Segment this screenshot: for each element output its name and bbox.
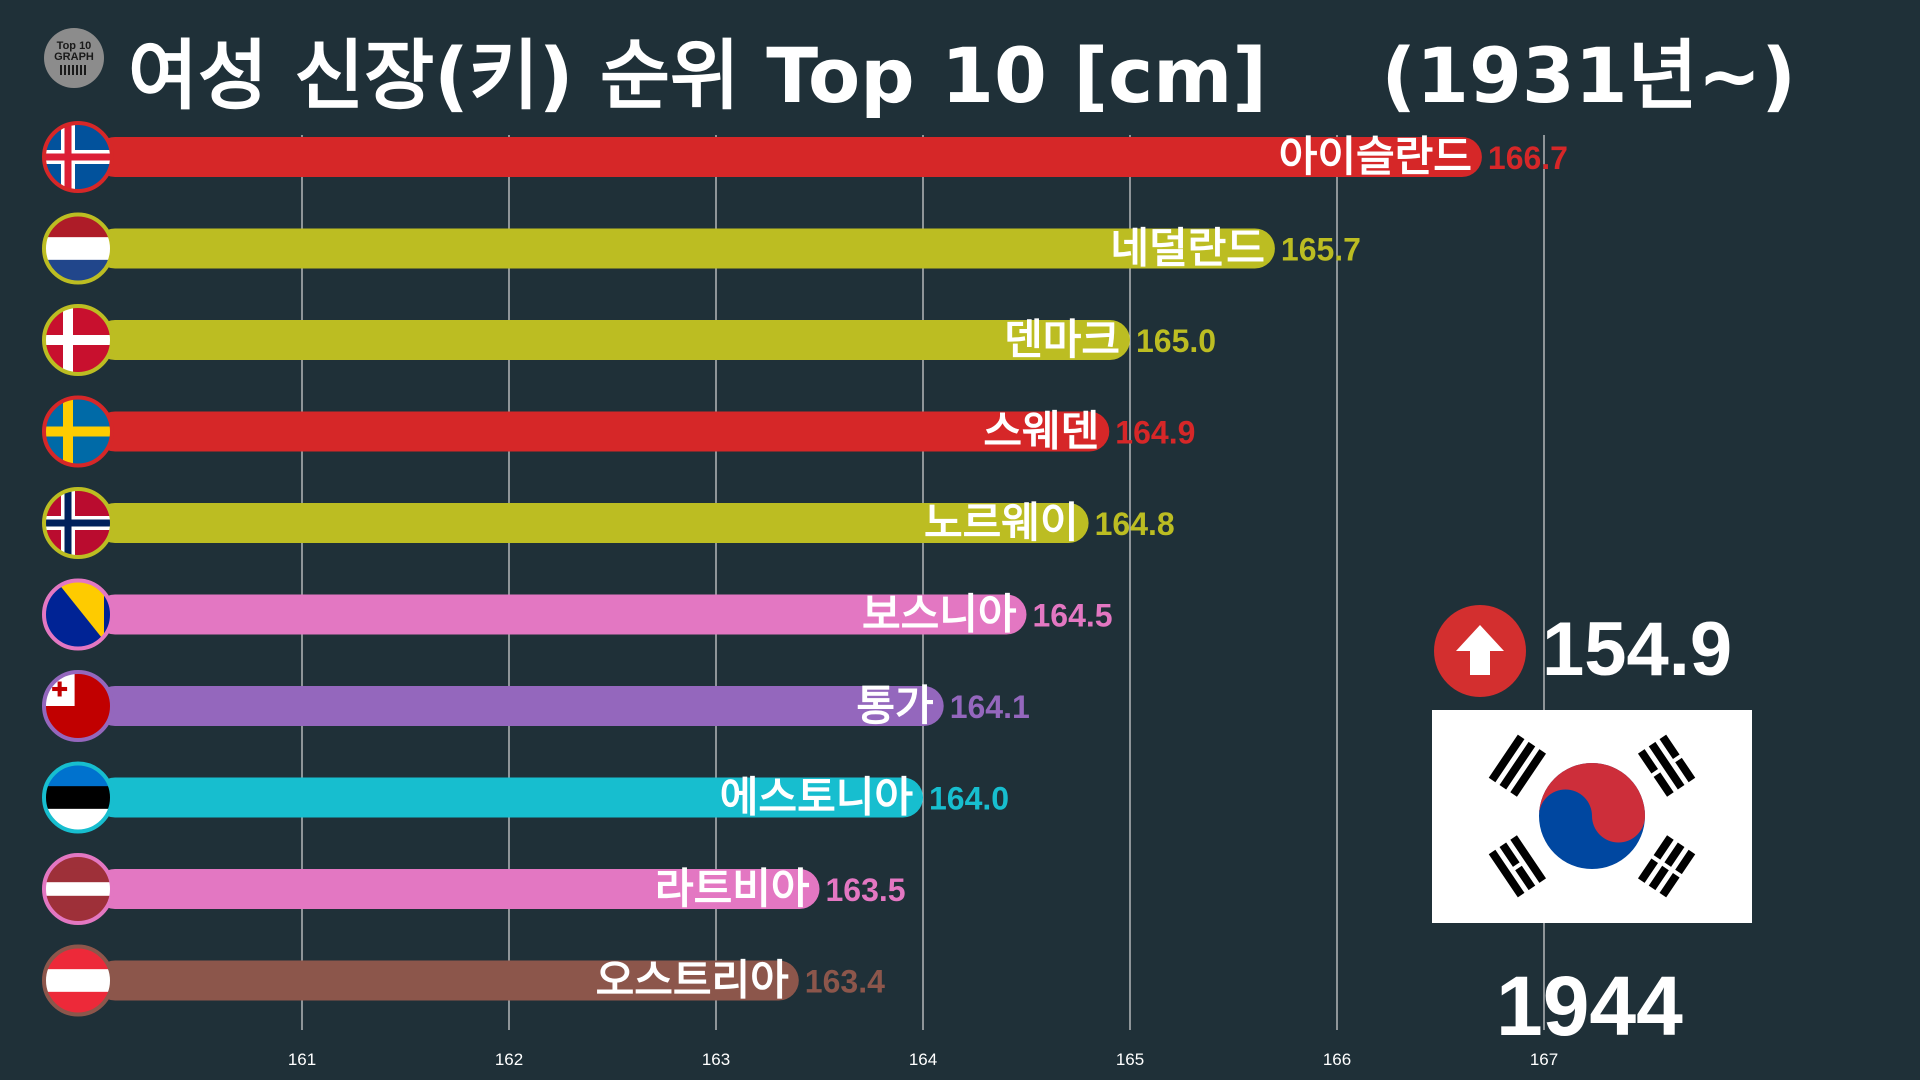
bar-category-label: 노르웨이 (924, 498, 1079, 547)
bar (95, 503, 1089, 543)
x-tick-label: 163 (702, 1050, 730, 1069)
x-tick-label: 162 (495, 1050, 523, 1069)
x-tick-label: 166 (1323, 1050, 1351, 1069)
logo-bars-icon (60, 65, 88, 75)
bar-value-label: 166.7 (1488, 140, 1568, 176)
x-tick-label: 161 (288, 1050, 316, 1069)
bar-value-label: 163.5 (826, 872, 906, 908)
bar-value-label: 164.1 (950, 689, 1030, 725)
bar-value-label: 163.4 (805, 964, 885, 1000)
logo-line1: Top 10 (56, 40, 92, 52)
bar-category-label: 통가 (856, 681, 933, 730)
bar-category-label: 에스토니아 (720, 773, 914, 822)
bar (95, 411, 1110, 452)
bar-value-label: 164.5 (1033, 598, 1113, 634)
x-tick-label: 167 (1530, 1050, 1558, 1069)
flag-ring (42, 487, 114, 559)
flag-ring (42, 304, 114, 376)
bar-value-label: 165.0 (1136, 323, 1216, 359)
bar-category-label: 보스니아 (862, 590, 1017, 639)
x-tick-label: 165 (1116, 1050, 1144, 1069)
x-tick-label: 164 (909, 1050, 937, 1069)
bar (95, 686, 944, 726)
arrow-up-icon (1434, 605, 1526, 697)
bar-category-label: 덴마크 (1004, 315, 1120, 364)
flag-ring (42, 670, 114, 742)
bar (95, 137, 1482, 177)
bar (95, 869, 820, 909)
flag-ring (42, 212, 114, 285)
bar-category-label: 네덜란드 (1110, 224, 1265, 273)
bar (95, 320, 1130, 360)
bar-category-label: 라트비아 (655, 864, 810, 913)
bar-value-label: 164.0 (929, 781, 1009, 817)
logo-line2: GRAPH (54, 51, 94, 63)
chart-title: 여성 신장(키) 순위 Top 10 [cm] (128, 31, 1268, 120)
flag-ring (42, 944, 114, 1017)
bar (95, 594, 1027, 635)
bar (95, 960, 799, 1001)
chart-period: (1931년~) (1381, 31, 1796, 120)
bar-value-label: 164.9 (1115, 415, 1195, 451)
channel-logo: Top 10 GRAPH (44, 28, 104, 88)
bar (95, 777, 923, 818)
flag-ring (42, 121, 114, 193)
bar-category-label: 아이슬란드 (1279, 132, 1472, 181)
flag-ring (42, 578, 114, 651)
flag-ring (42, 395, 114, 468)
bar (95, 228, 1275, 269)
bar-category-label: 스웨덴 (983, 407, 1099, 456)
current-value: 154.9 (1542, 607, 1733, 692)
south-korea-flag (1432, 710, 1752, 923)
current-year: 1944 (1496, 959, 1683, 1053)
bar-value-label: 164.8 (1095, 506, 1175, 542)
bar-category-label: 오스트리아 (596, 956, 790, 1005)
flag-ring (42, 853, 114, 925)
bar-value-label: 165.7 (1281, 232, 1361, 268)
flag-ring (42, 761, 114, 834)
